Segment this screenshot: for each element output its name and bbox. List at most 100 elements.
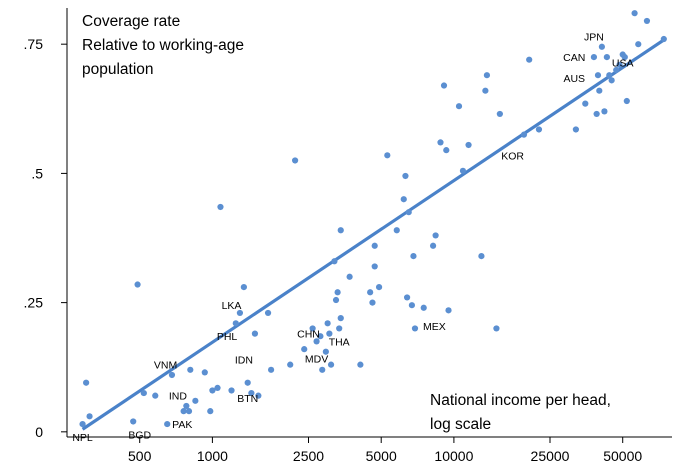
data-point (437, 139, 444, 146)
fit-line-group (81, 37, 667, 431)
data-point (192, 397, 199, 404)
data-point (621, 54, 628, 61)
title-line-2: Relative to working-age (82, 37, 244, 54)
data-point (251, 330, 259, 337)
data-point (520, 131, 528, 138)
data-point (483, 72, 491, 79)
data-point (631, 10, 638, 17)
x-tick-label: 50000 (603, 448, 642, 464)
data-point (201, 369, 208, 376)
x-axis-title-line-1: National income per head, (430, 392, 611, 409)
data-point (337, 227, 344, 234)
data-point (582, 100, 589, 107)
data-point (319, 366, 326, 373)
data-point (313, 338, 320, 345)
data-point (598, 43, 605, 50)
data-point (301, 346, 308, 353)
chart-title: Coverage rate Relative to working-age po… (82, 13, 244, 78)
data-point (410, 252, 417, 260)
data-point (152, 392, 159, 399)
data-point (572, 126, 579, 133)
data-point (130, 418, 137, 425)
country-label: THA (329, 336, 350, 348)
data-point (267, 366, 275, 373)
data-point (264, 309, 272, 317)
data-point (185, 408, 193, 415)
data-point (248, 389, 255, 397)
data-point (291, 157, 299, 164)
x-tick-label: 25000 (531, 448, 570, 464)
data-point (140, 389, 147, 397)
data-point (322, 348, 329, 355)
data-point (455, 103, 463, 110)
y-tick-label: .5 (31, 165, 43, 181)
data-point (369, 299, 376, 306)
data-point (623, 97, 630, 105)
x-axis-title: National income per head, log scale (430, 392, 611, 433)
fit-line (81, 37, 667, 431)
data-point (255, 392, 262, 399)
data-point (408, 302, 415, 309)
data-point (287, 361, 294, 368)
data-point (608, 77, 615, 84)
data-point (594, 72, 602, 79)
country-label: AUS (563, 73, 585, 85)
data-point (83, 379, 90, 386)
data-point (496, 110, 503, 118)
data-point (596, 87, 603, 94)
data-point (326, 330, 333, 337)
data-point (217, 203, 224, 211)
data-point (86, 413, 93, 420)
data-point (207, 408, 214, 415)
x-tick-label: 5000 (366, 448, 397, 464)
data-points (79, 10, 667, 428)
data-point (635, 41, 642, 48)
data-point (375, 284, 383, 291)
data-point (357, 361, 364, 368)
x-axis-ticks: 500 1000 2500 5000 10000 25000 50000 (128, 437, 642, 464)
country-label: CAN (563, 52, 585, 64)
y-tick-label: 0 (35, 424, 43, 440)
data-point (616, 61, 623, 68)
data-point (228, 387, 235, 394)
data-point (180, 408, 187, 415)
x-tick-label: 2500 (293, 448, 324, 464)
data-point (402, 172, 409, 180)
country-label: PHL (217, 331, 238, 343)
data-point (403, 294, 411, 301)
data-point (405, 209, 412, 216)
y-tick-label: .25 (24, 295, 44, 311)
data-point (606, 72, 613, 79)
data-point (411, 325, 419, 332)
country-label: PAK (172, 419, 192, 431)
country-label: LKA (222, 300, 242, 312)
data-point (603, 54, 610, 61)
data-point (187, 366, 194, 373)
data-point (465, 141, 472, 149)
data-point (209, 387, 216, 394)
data-point (493, 325, 500, 332)
country-label: USA (612, 57, 634, 69)
data-point (590, 54, 598, 61)
data-point (183, 402, 190, 410)
data-point (459, 167, 467, 174)
data-point (445, 307, 452, 314)
data-point (660, 35, 667, 43)
country-label: IDN (235, 354, 253, 366)
data-point (164, 420, 171, 428)
data-point (429, 242, 437, 249)
data-point (346, 273, 353, 280)
data-point (384, 152, 391, 159)
data-point (440, 82, 448, 89)
x-axis-title-line-2: log scale (430, 416, 491, 433)
country-label: KOR (501, 150, 524, 162)
country-label: CHN (297, 329, 320, 341)
country-label: BTN (237, 393, 258, 405)
country-label: MEX (423, 321, 446, 333)
data-point (593, 110, 600, 118)
data-point (526, 56, 533, 63)
data-point (334, 289, 341, 296)
data-point (236, 309, 244, 317)
data-point (337, 315, 344, 322)
